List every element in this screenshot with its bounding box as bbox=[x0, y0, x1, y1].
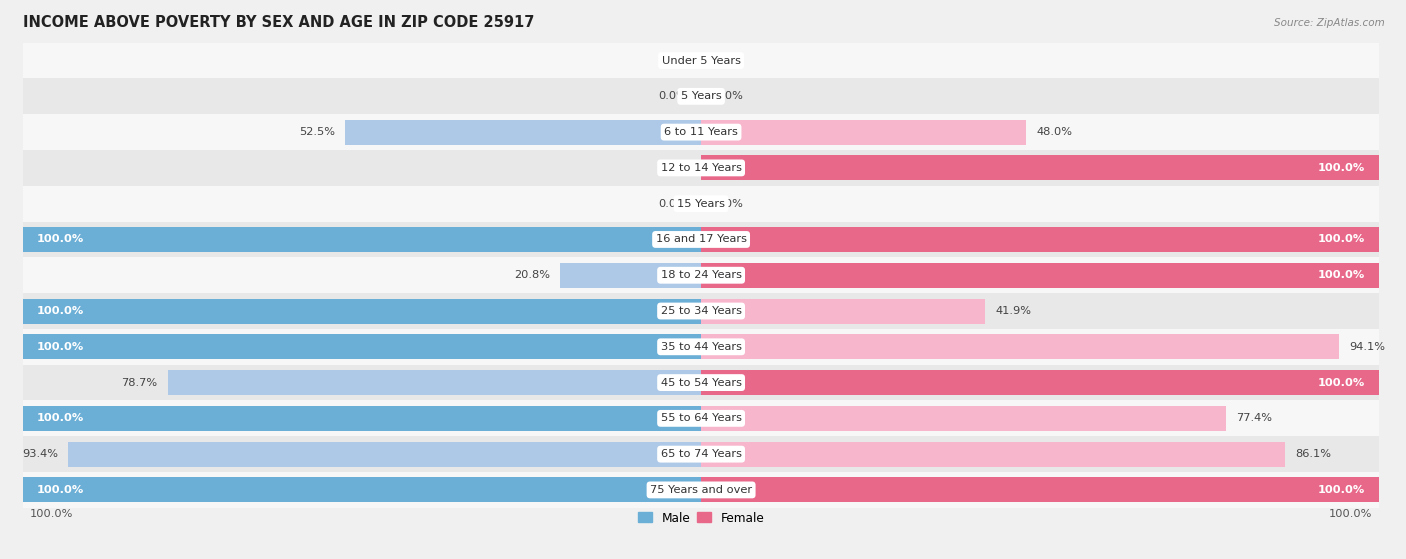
Text: 100.0%: 100.0% bbox=[1319, 234, 1365, 244]
Bar bbox=[24, 114, 1379, 150]
Text: 6 to 11 Years: 6 to 11 Years bbox=[664, 127, 738, 137]
Bar bbox=[702, 263, 1379, 288]
Text: 0.0%: 0.0% bbox=[714, 55, 744, 65]
Bar bbox=[24, 78, 1379, 114]
Bar bbox=[702, 299, 986, 324]
Text: 0.0%: 0.0% bbox=[658, 163, 688, 173]
Bar bbox=[702, 442, 1285, 467]
Bar bbox=[24, 334, 702, 359]
Text: 12 to 14 Years: 12 to 14 Years bbox=[661, 163, 741, 173]
Bar bbox=[24, 472, 1379, 508]
Text: 18 to 24 Years: 18 to 24 Years bbox=[661, 270, 741, 280]
Bar bbox=[702, 227, 1379, 252]
Bar bbox=[702, 334, 1339, 359]
Text: 5 Years: 5 Years bbox=[681, 91, 721, 101]
Text: 100.0%: 100.0% bbox=[1319, 270, 1365, 280]
Text: 0.0%: 0.0% bbox=[658, 55, 688, 65]
Text: 0.0%: 0.0% bbox=[714, 91, 744, 101]
Text: Source: ZipAtlas.com: Source: ZipAtlas.com bbox=[1274, 18, 1385, 28]
Text: 25 to 34 Years: 25 to 34 Years bbox=[661, 306, 741, 316]
Text: 0.0%: 0.0% bbox=[714, 198, 744, 209]
Text: Under 5 Years: Under 5 Years bbox=[662, 55, 741, 65]
Bar bbox=[346, 120, 702, 145]
Bar bbox=[24, 293, 1379, 329]
Text: 100.0%: 100.0% bbox=[1319, 163, 1365, 173]
Text: 100.0%: 100.0% bbox=[1329, 509, 1372, 519]
Text: 20.8%: 20.8% bbox=[515, 270, 550, 280]
Bar bbox=[24, 221, 1379, 257]
Bar bbox=[560, 263, 702, 288]
Text: 100.0%: 100.0% bbox=[37, 485, 84, 495]
Text: 48.0%: 48.0% bbox=[1036, 127, 1073, 137]
Text: 45 to 54 Years: 45 to 54 Years bbox=[661, 377, 741, 387]
Text: 65 to 74 Years: 65 to 74 Years bbox=[661, 449, 741, 459]
Legend: Male, Female: Male, Female bbox=[633, 506, 769, 529]
Text: 100.0%: 100.0% bbox=[37, 342, 84, 352]
Text: 94.1%: 94.1% bbox=[1350, 342, 1385, 352]
Bar bbox=[702, 477, 1379, 503]
Text: 77.4%: 77.4% bbox=[1236, 413, 1272, 423]
Text: 52.5%: 52.5% bbox=[299, 127, 335, 137]
Text: 100.0%: 100.0% bbox=[30, 509, 73, 519]
Bar bbox=[24, 150, 1379, 186]
Text: 15 Years: 15 Years bbox=[678, 198, 725, 209]
Text: 41.9%: 41.9% bbox=[995, 306, 1031, 316]
Bar bbox=[24, 436, 1379, 472]
Text: 75 Years and over: 75 Years and over bbox=[650, 485, 752, 495]
Bar bbox=[24, 257, 1379, 293]
Bar bbox=[702, 406, 1226, 431]
Bar bbox=[67, 442, 702, 467]
Text: 55 to 64 Years: 55 to 64 Years bbox=[661, 413, 741, 423]
Text: 100.0%: 100.0% bbox=[37, 413, 84, 423]
Bar bbox=[167, 370, 702, 395]
Bar bbox=[702, 370, 1379, 395]
Bar bbox=[24, 42, 1379, 78]
Bar bbox=[24, 406, 702, 431]
Bar bbox=[24, 299, 702, 324]
Text: 0.0%: 0.0% bbox=[658, 198, 688, 209]
Bar bbox=[24, 186, 1379, 221]
Bar bbox=[24, 364, 1379, 400]
Text: 0.0%: 0.0% bbox=[658, 91, 688, 101]
Bar bbox=[24, 477, 702, 503]
Bar bbox=[702, 155, 1379, 181]
Bar bbox=[24, 400, 1379, 436]
Text: 35 to 44 Years: 35 to 44 Years bbox=[661, 342, 741, 352]
Text: 100.0%: 100.0% bbox=[37, 234, 84, 244]
Text: 100.0%: 100.0% bbox=[1319, 485, 1365, 495]
Text: 78.7%: 78.7% bbox=[121, 377, 157, 387]
Text: INCOME ABOVE POVERTY BY SEX AND AGE IN ZIP CODE 25917: INCOME ABOVE POVERTY BY SEX AND AGE IN Z… bbox=[24, 15, 534, 30]
Bar bbox=[702, 120, 1026, 145]
Text: 93.4%: 93.4% bbox=[21, 449, 58, 459]
Bar bbox=[24, 329, 1379, 364]
Text: 86.1%: 86.1% bbox=[1295, 449, 1331, 459]
Bar bbox=[24, 227, 702, 252]
Text: 16 and 17 Years: 16 and 17 Years bbox=[655, 234, 747, 244]
Text: 100.0%: 100.0% bbox=[37, 306, 84, 316]
Text: 100.0%: 100.0% bbox=[1319, 377, 1365, 387]
